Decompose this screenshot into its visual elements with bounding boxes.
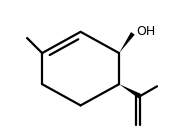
Text: OH: OH <box>136 25 156 38</box>
Polygon shape <box>119 32 135 53</box>
Polygon shape <box>119 84 141 98</box>
